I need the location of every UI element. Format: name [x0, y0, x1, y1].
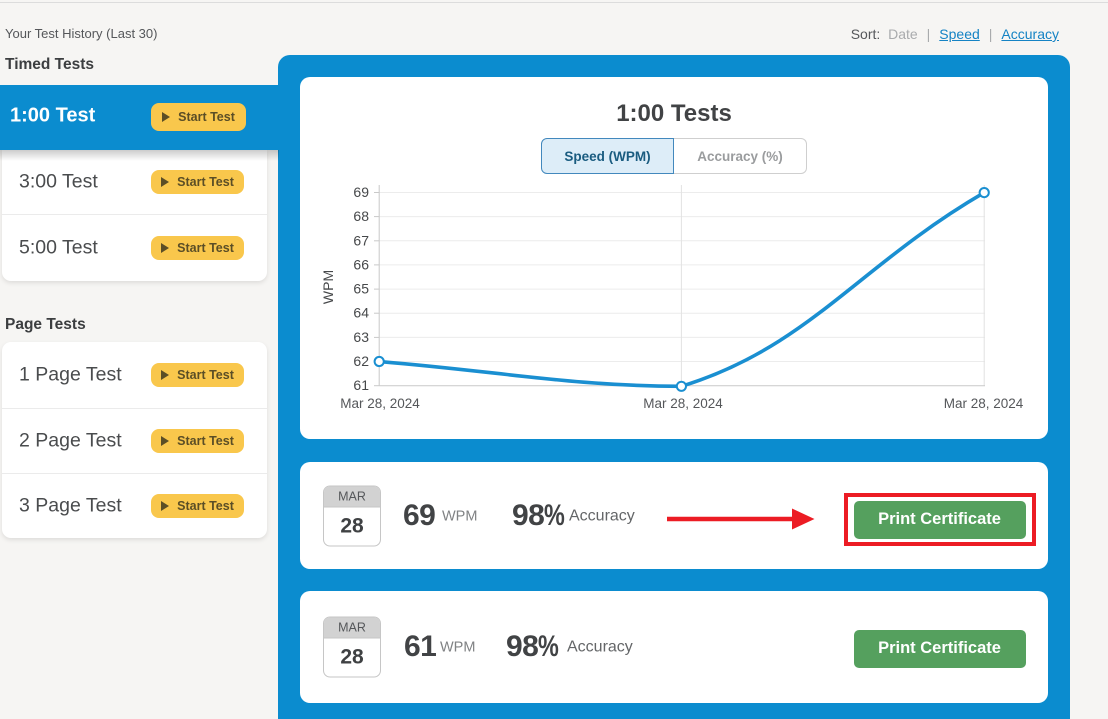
- svg-text:66: 66: [353, 256, 369, 272]
- svg-text:WPM: WPM: [320, 270, 336, 304]
- svg-text:63: 63: [353, 329, 369, 345]
- svg-text:Mar 28, 2024: Mar 28, 2024: [643, 396, 723, 411]
- svg-text:65: 65: [353, 281, 369, 297]
- svg-text:64: 64: [353, 305, 369, 321]
- svg-text:67: 67: [353, 232, 369, 248]
- svg-text:62: 62: [353, 353, 369, 369]
- svg-text:Mar 28, 2024: Mar 28, 2024: [944, 396, 1024, 411]
- svg-text:69: 69: [353, 184, 369, 200]
- svg-text:61: 61: [353, 377, 369, 393]
- svg-text:68: 68: [353, 208, 369, 224]
- svg-text:Mar 28, 2024: Mar 28, 2024: [340, 396, 420, 411]
